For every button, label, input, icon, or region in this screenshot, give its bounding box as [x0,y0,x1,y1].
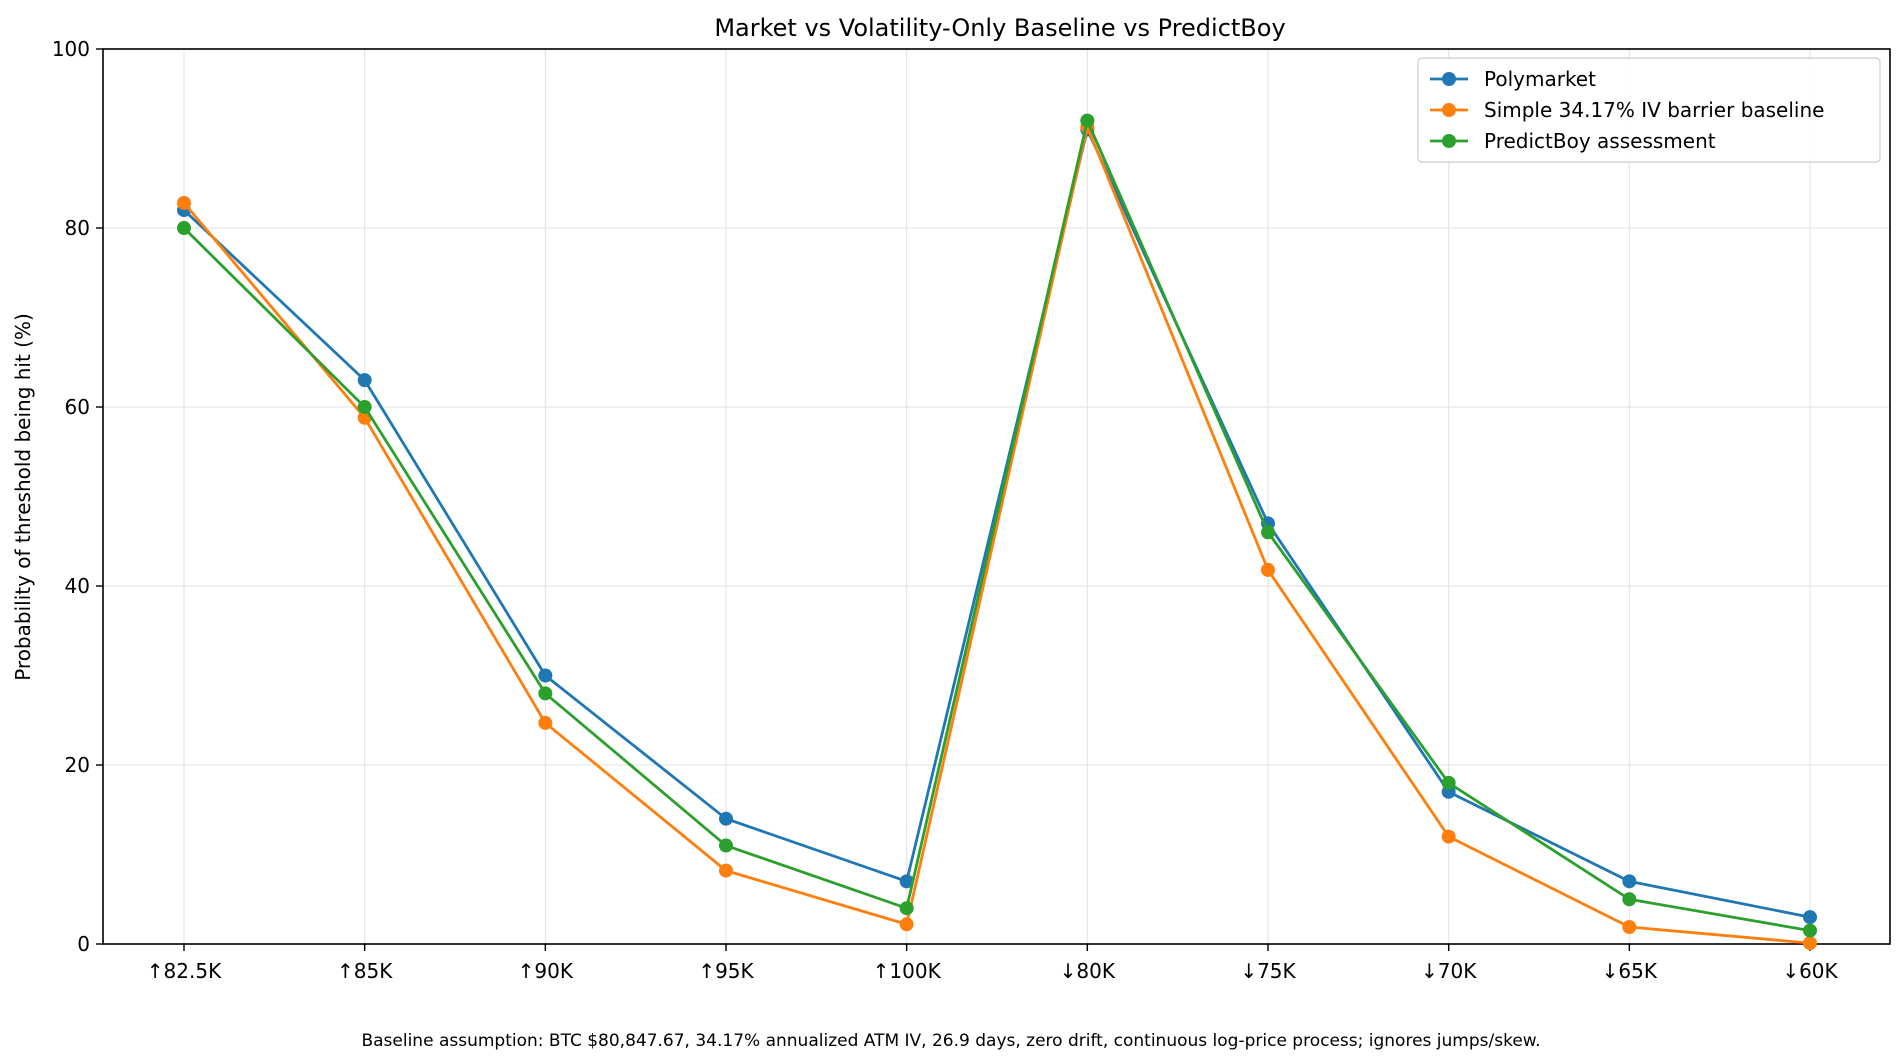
data-point [357,373,372,388]
y-tick-label: 40 [65,574,90,598]
data-point [1622,874,1637,889]
data-point [1803,923,1817,938]
data-point [1441,775,1456,790]
axes: 0 20 40 60 80 100 ↑82.5K ↑85K ↑90K ↑95K ↑100K ↓80K ↓… [52,37,1891,983]
x-tick-label: ↓60K [1782,959,1838,983]
legend-swatch-marker [1442,103,1456,117]
x-tick-label: ↓65K [1602,959,1658,983]
data-point [899,901,914,916]
data-point [357,400,372,414]
data-point [719,811,733,826]
x-tick-label: ↑100K [873,959,942,983]
legend: Polymarket Simple 34.17% IV barrier basel… [1417,57,1881,163]
x-tick-label: ↑85K [337,959,393,983]
data-point [1803,910,1817,925]
data-point [719,863,733,878]
series-line [183,128,1811,919]
y-tick-label: 20 [65,753,90,777]
legend-label: Simple 34.17% IV barrier baseline [1484,98,1824,122]
series-line [182,125,1811,945]
data-point [1441,829,1456,844]
chart-title: Market vs Volatility-Only Baseline vs Pr… [714,14,1285,42]
series-lines [177,113,1817,951]
x-tick-label: ↓80K [1060,959,1116,983]
data-point [1622,919,1637,934]
data-point [719,838,733,853]
legend-swatch-marker [1442,72,1456,86]
legend-swatch-marker [1442,134,1456,148]
y-axis-label: Probability of threshold being hit (%) [11,313,35,681]
data-point [538,686,553,701]
data-point [177,221,191,235]
data-point [899,917,914,932]
y-tick-label: 0 [77,932,90,956]
data-point [1261,525,1275,540]
y-tick-label: 80 [65,216,90,240]
x-tick-label: ↑82.5K [147,959,222,983]
legend-label: Polymarket [1484,67,1596,91]
plot-frame [102,48,1891,945]
x-tick-label: ↓75K [1240,959,1296,983]
data-point [538,715,553,730]
data-point [177,195,191,210]
data-point [1261,562,1275,577]
data-point [1080,113,1095,128]
data-point [1622,892,1637,907]
data-point [899,874,914,889]
grid-lines [103,48,1890,945]
data-point [538,668,553,683]
x-tick-label: ↑95K [698,959,754,983]
legend-box [1417,57,1881,163]
y-tick-label: 100 [52,37,90,61]
x-tick-label: ↓70K [1421,959,1477,983]
x-tick-label: ↑90K [518,959,574,983]
footnote: Baseline assumption: BTC $80,847.67, 34.… [361,1031,1540,1051]
data-point [1803,936,1817,951]
y-tick-label: 60 [65,395,90,419]
series-line [183,119,1811,932]
legend-label: PredictBoy assessment [1484,129,1716,153]
